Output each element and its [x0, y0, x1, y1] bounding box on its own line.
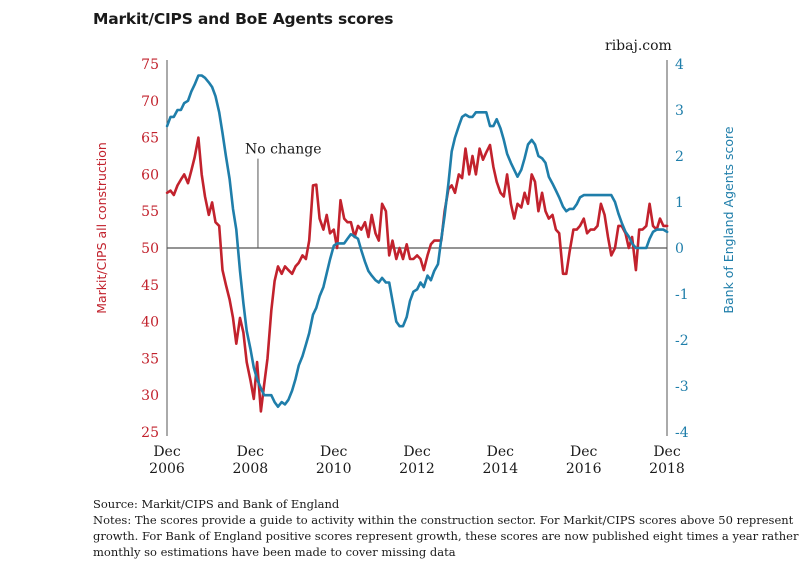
left-tick-label: 50	[141, 241, 159, 257]
x-tick-label-year: 2016	[566, 461, 602, 477]
left-tick-label: 70	[141, 94, 159, 110]
x-tick-label-month: Dec	[570, 444, 598, 460]
boe-series-line	[165, 74, 669, 408]
left-tick-label: 65	[141, 131, 159, 147]
x-tick-label-month: Dec	[320, 444, 348, 460]
x-tick-label-year: 2014	[483, 461, 519, 477]
right-tick-label: -2	[675, 333, 689, 349]
x-tick-label-year: 2006	[149, 461, 185, 477]
chart: 25 30 35 40 45 50 55 60 65 70 75 -4 -3 -2 -1 0 1 2 3 4 Dec…	[94, 57, 736, 477]
right-tick-label: -4	[675, 425, 689, 441]
x-tick-label-year: 2010	[316, 461, 352, 477]
notes-line-2: growth. For Bank of England positive sco…	[93, 529, 800, 543]
markit-series-line	[165, 136, 669, 413]
x-tick-label-month: Dec	[153, 444, 181, 460]
x-tick-label-year: 2012	[399, 461, 435, 477]
right-tick-label: -1	[675, 287, 689, 303]
x-tick-label-month: Dec	[487, 444, 515, 460]
x-tick-label-month: Dec	[403, 444, 431, 460]
left-tick-label: 40	[141, 315, 159, 331]
left-tick-label: 55	[141, 204, 159, 220]
x-tick-label-month: Dec	[237, 444, 265, 460]
notes-line-3: monthly so estimations have been made to…	[93, 545, 456, 559]
series-lines	[165, 74, 669, 413]
left-tick-label: 35	[141, 351, 159, 367]
left-tick-label: 75	[141, 57, 159, 73]
annotation: No change	[245, 142, 322, 248]
right-axis: -4 -3 -2 -1 0 1 2 3 4	[666, 57, 689, 441]
right-tick-label: 0	[675, 241, 684, 257]
left-tick-label: 45	[141, 278, 159, 294]
x-tick-label-year: 2008	[233, 461, 269, 477]
left-tick-label: 60	[141, 167, 159, 183]
right-tick-label: 2	[675, 149, 684, 165]
right-tick-label: 1	[675, 195, 684, 211]
x-axis: Dec2006Dec2008Dec2010Dec2012Dec2014Dec20…	[149, 444, 685, 477]
left-tick-label: 25	[141, 425, 159, 441]
notes-line-1: Notes: The scores provide a guide to act…	[93, 513, 794, 527]
source-note: Source: Markit/CIPS and Bank of England	[93, 497, 340, 511]
right-axis-title: Bank of England Agents score	[721, 126, 736, 313]
annotation-label: No change	[245, 142, 322, 158]
left-axis-title: Markit/CIPS all construction	[94, 142, 109, 314]
chart-title: Markit/CIPS and BoE Agents scores	[93, 10, 394, 28]
footer-notes: Source: Markit/CIPS and Bank of England …	[93, 496, 800, 560]
right-tick-label: -3	[675, 379, 689, 395]
right-tick-label: 4	[675, 57, 684, 73]
left-axis: 25 30 35 40 45 50 55 60 65 70 75	[141, 57, 168, 441]
x-tick-label-month: Dec	[653, 444, 681, 460]
left-tick-label: 30	[141, 388, 159, 404]
x-tick-label-year: 2018	[649, 461, 685, 477]
right-tick-label: 3	[675, 103, 684, 119]
brand-label: ribaj.com	[605, 38, 672, 54]
axis-titles: Markit/CIPS all construction Bank of Engl…	[94, 126, 736, 314]
